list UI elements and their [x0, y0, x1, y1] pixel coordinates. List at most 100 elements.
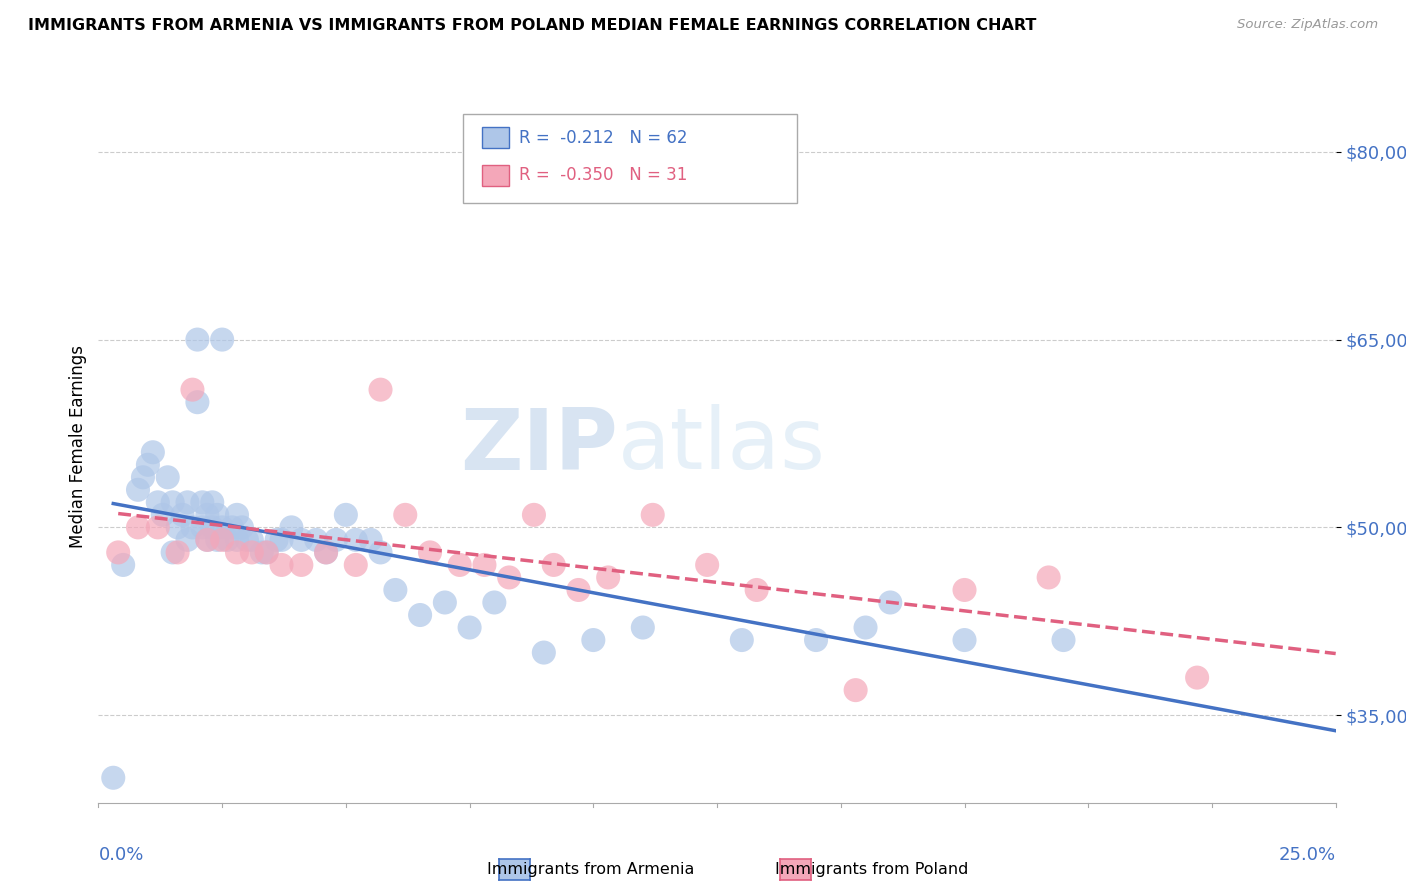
Point	[240, 533, 263, 547]
Point	[176, 533, 198, 547]
Point	[631, 621, 654, 635]
Point	[953, 582, 976, 597]
Point	[458, 621, 481, 635]
Point	[523, 508, 546, 522]
Point	[195, 533, 218, 547]
Point	[855, 621, 877, 635]
FancyBboxPatch shape	[482, 128, 509, 148]
Point	[498, 570, 520, 584]
Point	[256, 545, 278, 559]
Point	[205, 508, 228, 522]
Point	[641, 508, 664, 522]
Point	[696, 558, 718, 572]
Point	[103, 771, 125, 785]
Text: 0.0%: 0.0%	[98, 846, 143, 863]
Point	[191, 495, 214, 509]
Point	[226, 545, 249, 559]
Y-axis label: Median Female Earnings: Median Female Earnings	[69, 344, 87, 548]
Point	[211, 533, 233, 547]
Point	[305, 533, 328, 547]
Point	[567, 582, 589, 597]
Point	[142, 445, 165, 459]
Point	[181, 383, 204, 397]
Point	[127, 483, 149, 497]
Point	[325, 533, 347, 547]
Point	[156, 470, 179, 484]
Point	[236, 533, 259, 547]
Point	[394, 508, 416, 522]
Point	[419, 545, 441, 559]
Point	[186, 395, 208, 409]
Point	[474, 558, 496, 572]
Point	[132, 470, 155, 484]
Point	[370, 383, 392, 397]
FancyBboxPatch shape	[464, 114, 797, 203]
Point	[484, 595, 506, 609]
Point	[191, 520, 214, 534]
Point	[953, 633, 976, 648]
Point	[280, 520, 302, 534]
Text: R =  -0.212   N = 62: R = -0.212 N = 62	[519, 128, 688, 146]
Point	[433, 595, 456, 609]
Point	[543, 558, 565, 572]
Point	[290, 533, 312, 547]
Point	[804, 633, 827, 648]
Point	[335, 508, 357, 522]
Point	[127, 520, 149, 534]
Point	[360, 533, 382, 547]
Point	[344, 558, 367, 572]
Point	[146, 520, 169, 534]
Point	[1038, 570, 1060, 584]
Point	[344, 533, 367, 547]
Point	[384, 582, 406, 597]
Text: atlas: atlas	[619, 404, 827, 488]
Point	[315, 545, 337, 559]
Point	[107, 545, 129, 559]
Point	[409, 607, 432, 622]
Point	[195, 533, 218, 547]
Point	[162, 545, 184, 559]
Point	[879, 595, 901, 609]
Point	[195, 508, 218, 522]
Point	[256, 545, 278, 559]
Point	[211, 520, 233, 534]
Point	[1052, 633, 1074, 648]
Point	[449, 558, 471, 572]
Point	[152, 508, 174, 522]
Point	[1185, 671, 1208, 685]
Point	[162, 495, 184, 509]
Point	[266, 533, 288, 547]
Text: Immigrants from Armenia: Immigrants from Armenia	[486, 863, 695, 877]
Point	[221, 520, 243, 534]
Point	[731, 633, 754, 648]
Point	[598, 570, 620, 584]
Point	[166, 545, 188, 559]
Text: 25.0%: 25.0%	[1278, 846, 1336, 863]
Point	[582, 633, 605, 648]
Point	[112, 558, 135, 572]
Point	[166, 520, 188, 534]
Point	[270, 533, 292, 547]
Point	[217, 533, 239, 547]
Point	[136, 458, 159, 472]
Point	[845, 683, 868, 698]
Point	[231, 520, 253, 534]
FancyBboxPatch shape	[482, 165, 509, 186]
Text: ZIP: ZIP	[460, 404, 619, 488]
Point	[146, 495, 169, 509]
Point	[201, 495, 224, 509]
Point	[270, 558, 292, 572]
Point	[226, 533, 249, 547]
Point	[250, 545, 273, 559]
Point	[176, 495, 198, 509]
Point	[533, 646, 555, 660]
Point	[181, 520, 204, 534]
Point	[186, 333, 208, 347]
Point	[370, 545, 392, 559]
Text: Source: ZipAtlas.com: Source: ZipAtlas.com	[1237, 18, 1378, 31]
Point	[226, 508, 249, 522]
Point	[172, 508, 194, 522]
Point	[745, 582, 768, 597]
Point	[211, 333, 233, 347]
Point	[315, 545, 337, 559]
